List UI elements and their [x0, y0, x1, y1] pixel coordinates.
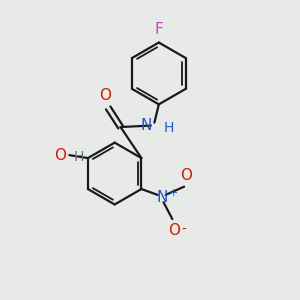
Text: -: - — [182, 223, 187, 237]
Text: O: O — [181, 168, 193, 183]
Text: O: O — [99, 88, 111, 104]
Text: H: H — [164, 121, 174, 135]
Text: N: N — [141, 118, 152, 133]
Text: O: O — [168, 224, 180, 238]
Text: O: O — [54, 148, 66, 163]
Text: H: H — [74, 150, 84, 164]
Text: +: + — [169, 188, 178, 197]
Text: N: N — [156, 190, 168, 205]
Text: F: F — [154, 22, 163, 37]
